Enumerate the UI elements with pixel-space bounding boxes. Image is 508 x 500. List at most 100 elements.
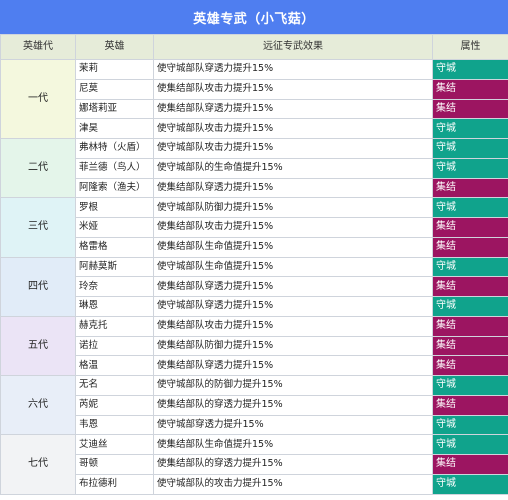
effect-cell: 使守城部队攻击力提升15% bbox=[153, 118, 433, 139]
effect-cell: 使集结部队的穿透力提升15% bbox=[153, 454, 433, 475]
table-row: 格温 使集结部队穿透力提升15% 集结 bbox=[1, 355, 508, 376]
hero-name-cell: 尼莫 bbox=[75, 78, 154, 100]
table-row: 阿隆索（渔夫） 使集结部队穿透力提升15% 集结 bbox=[1, 177, 508, 199]
table-row: 玲奈 使集结部队穿透力提升15% 集结 bbox=[1, 276, 508, 297]
effect-cell: 使集结部队穿透力提升15% bbox=[153, 276, 433, 297]
hero-name-cell: 布拉德利 bbox=[75, 473, 154, 495]
attribute-badge: 守城 bbox=[432, 118, 508, 139]
effect-cell: 使守城部队的生命值提升15% bbox=[153, 157, 433, 179]
hero-table: 英雄代 英雄 远征专武效果 属性 一代 茉莉 使守城部队穿透力提升15% 守城 尼莫 使集… bbox=[0, 34, 508, 495]
generation-cell: 三代 bbox=[0, 197, 76, 258]
table-row: 米娅 使集结部队攻击力提升15% 集结 bbox=[1, 217, 508, 238]
attribute-badge: 集结 bbox=[432, 236, 508, 258]
header-row: 英雄代 英雄 远征专武效果 属性 bbox=[0, 34, 508, 60]
attribute-badge: 守城 bbox=[432, 434, 508, 455]
table-row: 哥顿 使集结部队的穿透力提升15% 集结 bbox=[1, 454, 508, 475]
effect-cell: 使集结部队攻击力提升15% bbox=[153, 315, 433, 337]
table-row: 诺拉 使集结部队防御力提升15% 集结 bbox=[1, 335, 508, 357]
table-row: 格雷格 使集结部队生命值提升15% 集结 bbox=[1, 236, 508, 258]
generation-cell: 六代 bbox=[0, 374, 76, 436]
header-generation: 英雄代 bbox=[0, 34, 76, 60]
hero-name-cell: 芮妮 bbox=[75, 394, 154, 416]
effect-cell: 使守城部穿透力提升15% bbox=[153, 414, 433, 436]
effect-cell: 使守城部队穿透力提升15% bbox=[153, 296, 433, 317]
attribute-badge: 集结 bbox=[432, 177, 508, 199]
effect-cell: 使集结部队生命值提升15% bbox=[153, 236, 433, 258]
attribute-badge: 集结 bbox=[432, 315, 508, 337]
hero-name-cell: 阿赫莫斯 bbox=[75, 256, 154, 278]
attribute-badge: 守城 bbox=[432, 197, 508, 218]
hero-name-cell: 娜塔莉亚 bbox=[75, 98, 154, 120]
generation-cell: 七代 bbox=[0, 434, 76, 495]
effect-cell: 使守城部队攻击力提升15% bbox=[153, 138, 433, 159]
hero-name-cell: 罗根 bbox=[75, 197, 154, 218]
attribute-badge: 集结 bbox=[432, 355, 508, 376]
effect-cell: 使集结部队攻击力提升15% bbox=[153, 217, 433, 238]
hero-name-cell: 艾迪丝 bbox=[75, 434, 154, 455]
effect-cell: 使集结部队穿透力提升15% bbox=[153, 177, 433, 199]
header-hero: 英雄 bbox=[75, 34, 154, 60]
hero-name-cell: 赫克托 bbox=[75, 315, 154, 337]
hero-name-cell: 玲奈 bbox=[75, 276, 154, 297]
table-row: 六代 无名 使守城部队的防御力提升15% 守城 bbox=[0, 374, 508, 436]
attribute-badge: 守城 bbox=[432, 375, 508, 396]
effect-cell: 使守城部队的攻击力提升15% bbox=[153, 473, 433, 495]
effect-cell: 使集结部队防御力提升15% bbox=[153, 335, 433, 357]
attribute-badge: 守城 bbox=[432, 296, 508, 317]
table-row: 津昊 使守城部队攻击力提升15% 守城 bbox=[1, 118, 508, 139]
hero-name-cell: 米娅 bbox=[75, 217, 154, 238]
attribute-badge: 集结 bbox=[432, 454, 508, 475]
header-attribute: 属性 bbox=[432, 34, 508, 60]
hero-name-cell: 诺拉 bbox=[75, 335, 154, 357]
attribute-badge: 守城 bbox=[432, 473, 508, 495]
table-body: 一代 茉莉 使守城部队穿透力提升15% 守城 尼莫 使集结部队攻击力提升15% 集结 娜塔莉亚… bbox=[0, 59, 508, 495]
hero-name-cell: 格温 bbox=[75, 355, 154, 376]
generation-cell: 二代 bbox=[0, 137, 76, 199]
attribute-badge: 守城 bbox=[432, 59, 508, 80]
attribute-badge: 集结 bbox=[432, 98, 508, 120]
effect-cell: 使守城部队生命值提升15% bbox=[153, 256, 433, 278]
attribute-badge: 守城 bbox=[432, 414, 508, 436]
hero-name-cell: 格雷格 bbox=[75, 236, 154, 258]
attribute-badge: 集结 bbox=[432, 78, 508, 100]
hero-name-cell: 茉莉 bbox=[75, 59, 154, 80]
attribute-badge: 守城 bbox=[432, 157, 508, 179]
attribute-badge: 集结 bbox=[432, 217, 508, 238]
generation-cell: 五代 bbox=[0, 315, 76, 377]
hero-name-cell: 琳恩 bbox=[75, 296, 154, 317]
generation-cell: 一代 bbox=[0, 59, 76, 139]
table-row: 琳恩 使守城部队穿透力提升15% 守城 bbox=[1, 296, 508, 317]
effect-cell: 使守城部队穿透力提升15% bbox=[153, 59, 433, 80]
hero-name-cell: 菲兰德（鸟人） bbox=[75, 157, 154, 179]
attribute-badge: 集结 bbox=[432, 276, 508, 297]
table-row: 尼莫 使集结部队攻击力提升15% 集结 bbox=[1, 78, 508, 100]
attribute-badge: 守城 bbox=[432, 256, 508, 278]
attribute-badge: 守城 bbox=[432, 138, 508, 159]
hero-name-cell: 阿隆索（渔夫） bbox=[75, 177, 154, 199]
effect-cell: 使守城部队的防御力提升15% bbox=[153, 375, 433, 396]
attribute-badge: 集结 bbox=[432, 394, 508, 416]
effect-cell: 使集结部队的穿透力提升15% bbox=[153, 394, 433, 416]
generation-cell: 四代 bbox=[0, 256, 76, 317]
hero-name-cell: 津昊 bbox=[75, 118, 154, 139]
hero-name-cell: 无名 bbox=[75, 375, 154, 396]
effect-cell: 使集结部队攻击力提升15% bbox=[153, 78, 433, 100]
table-row: 芮妮 使集结部队的穿透力提升15% 集结 bbox=[1, 394, 508, 416]
page-title: 英雄专武（小飞菇） bbox=[0, 0, 508, 34]
table-row: 布拉德利 使守城部队的攻击力提升15% 守城 bbox=[1, 473, 508, 495]
table-row: 一代 茉莉 使守城部队穿透力提升15% 守城 bbox=[0, 59, 508, 139]
table-row: 三代 罗根 使守城部队防御力提升15% 守城 bbox=[0, 197, 508, 258]
table-row: 七代 艾迪丝 使集结部队生命值提升15% 守城 bbox=[0, 434, 508, 495]
hero-name-cell: 韦恩 bbox=[75, 414, 154, 436]
effect-cell: 使集结部队生命值提升15% bbox=[153, 434, 433, 455]
hero-name-cell: 哥顿 bbox=[75, 454, 154, 475]
table-row: 娜塔莉亚 使集结部队穿透力提升15% 集结 bbox=[1, 98, 508, 120]
hero-name-cell: 弗林特（火盾） bbox=[75, 138, 154, 159]
table-row: 四代 阿赫莫斯 使守城部队生命值提升15% 守城 bbox=[0, 256, 508, 317]
attribute-badge: 集结 bbox=[432, 335, 508, 357]
effect-cell: 使集结部队穿透力提升15% bbox=[153, 355, 433, 376]
table-row: 二代 弗林特（火盾） 使守城部队攻击力提升15% 守城 bbox=[0, 137, 508, 199]
table-row: 韦恩 使守城部穿透力提升15% 守城 bbox=[1, 414, 508, 436]
effect-cell: 使守城部队防御力提升15% bbox=[153, 197, 433, 218]
